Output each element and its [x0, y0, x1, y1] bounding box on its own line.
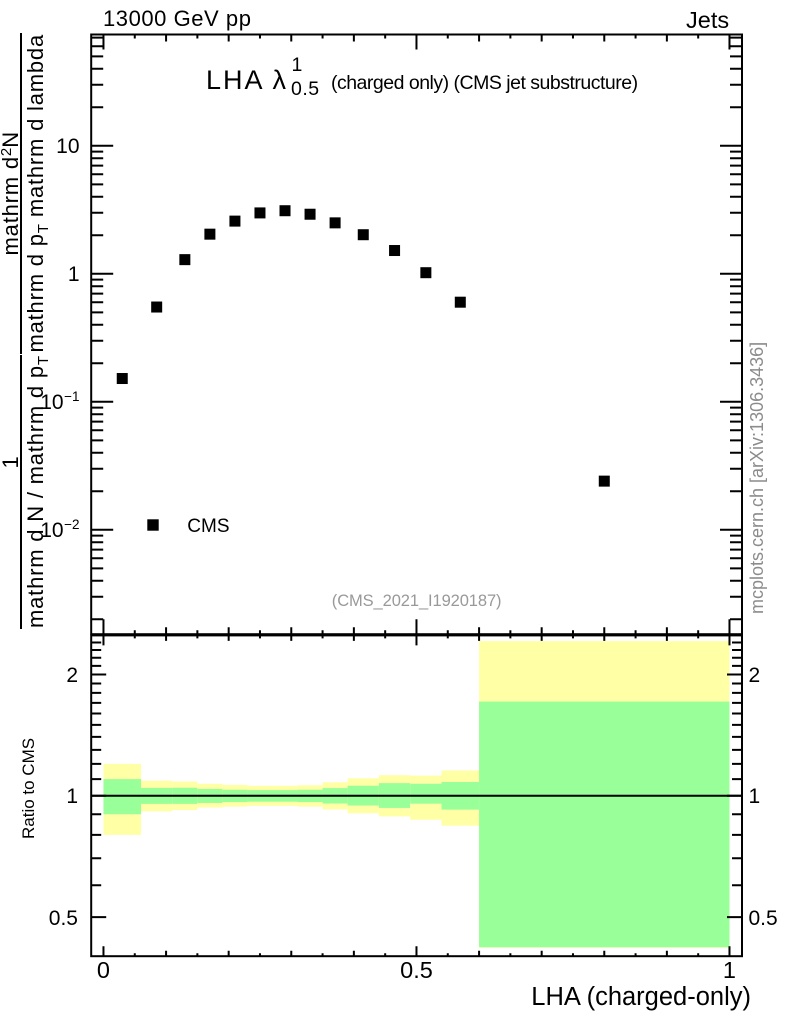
- data-point-marker: [279, 205, 291, 217]
- data-point-marker: [304, 208, 316, 220]
- main-y-tick-label: 10−1: [40, 389, 80, 415]
- ratio-y-tick-label-left: 0.5: [48, 906, 78, 930]
- observable-title-prefix: LHA: [206, 65, 273, 95]
- main-panel-frame: [90, 33, 743, 636]
- data-point-marker: [116, 373, 128, 385]
- beam-energy-label: 13000 GeV pp: [103, 6, 252, 31]
- x-axis-title: LHA (charged-only): [531, 982, 751, 1011]
- data-point-marker: [357, 229, 369, 241]
- ratio-y-tick-label-left: 2: [66, 663, 78, 687]
- jets-label: Jets: [686, 7, 730, 33]
- legend-marker-icon: [147, 519, 159, 531]
- data-point-marker: [254, 207, 266, 219]
- main-y-tick-label: 1: [67, 263, 80, 287]
- ratio-y-tick-label-right: 2: [748, 663, 761, 687]
- lambda-sub: 0.5: [291, 77, 320, 100]
- observable-title-suffix: (charged only) (CMS jet substructure): [326, 72, 638, 94]
- ratio-inner-band-bin: [410, 783, 442, 804]
- axis-ticks: [91, 34, 742, 957]
- lambda-sup: 1: [291, 54, 303, 76]
- data-point-marker: [151, 301, 163, 313]
- x-tick-label: 0: [96, 957, 111, 983]
- data-point-marker: [389, 245, 401, 257]
- ratio-y-tick-label-right: 1: [748, 785, 761, 809]
- y-title-fraction-2: mathrm d2N mathrm d pT mathrm d lambda: [0, 33, 52, 354]
- x-tick-label: 0.5: [400, 957, 433, 983]
- main-y-tick-label: 10−2: [40, 517, 80, 543]
- site-credit-watermark: mcplots.cern.ch [arXiv:1306.3436]: [746, 341, 767, 614]
- data-point-marker: [229, 215, 241, 227]
- data-point-marker: [204, 228, 216, 240]
- y-title-frac2-denominator: mathrm d pT mathrm d lambda: [20, 33, 52, 354]
- main-y-tick-label: 10: [56, 135, 80, 159]
- ratio-y-tick-label-right: 0.5: [748, 906, 778, 930]
- analysis-id-watermark: (CMS_2021_I1920187): [331, 592, 502, 611]
- data-point-marker: [454, 296, 466, 308]
- observable-title: LHA λ 1 0.5 (charged only) (CMS jet substr…: [206, 55, 638, 98]
- data-point-marker: [598, 475, 610, 487]
- y-title-frac2-numerator: mathrm d2N: [0, 131, 23, 256]
- x-tick-label: 1: [722, 957, 737, 983]
- data-point-marker: [420, 267, 432, 279]
- data-point-marker: [329, 217, 341, 229]
- ratio-y-axis-title: Ratio to CMS: [19, 737, 38, 839]
- legend-entry-label: CMS: [187, 515, 230, 537]
- ratio-y-tick-label-left: 1: [66, 785, 78, 809]
- lambda-symbol: λ: [272, 65, 289, 95]
- y-title-frac1-numerator: 1: [0, 455, 23, 469]
- data-point-marker: [179, 254, 191, 266]
- lambda-exponents: 1 0.5: [288, 55, 326, 98]
- ratio-inner-band-bin: [479, 701, 730, 948]
